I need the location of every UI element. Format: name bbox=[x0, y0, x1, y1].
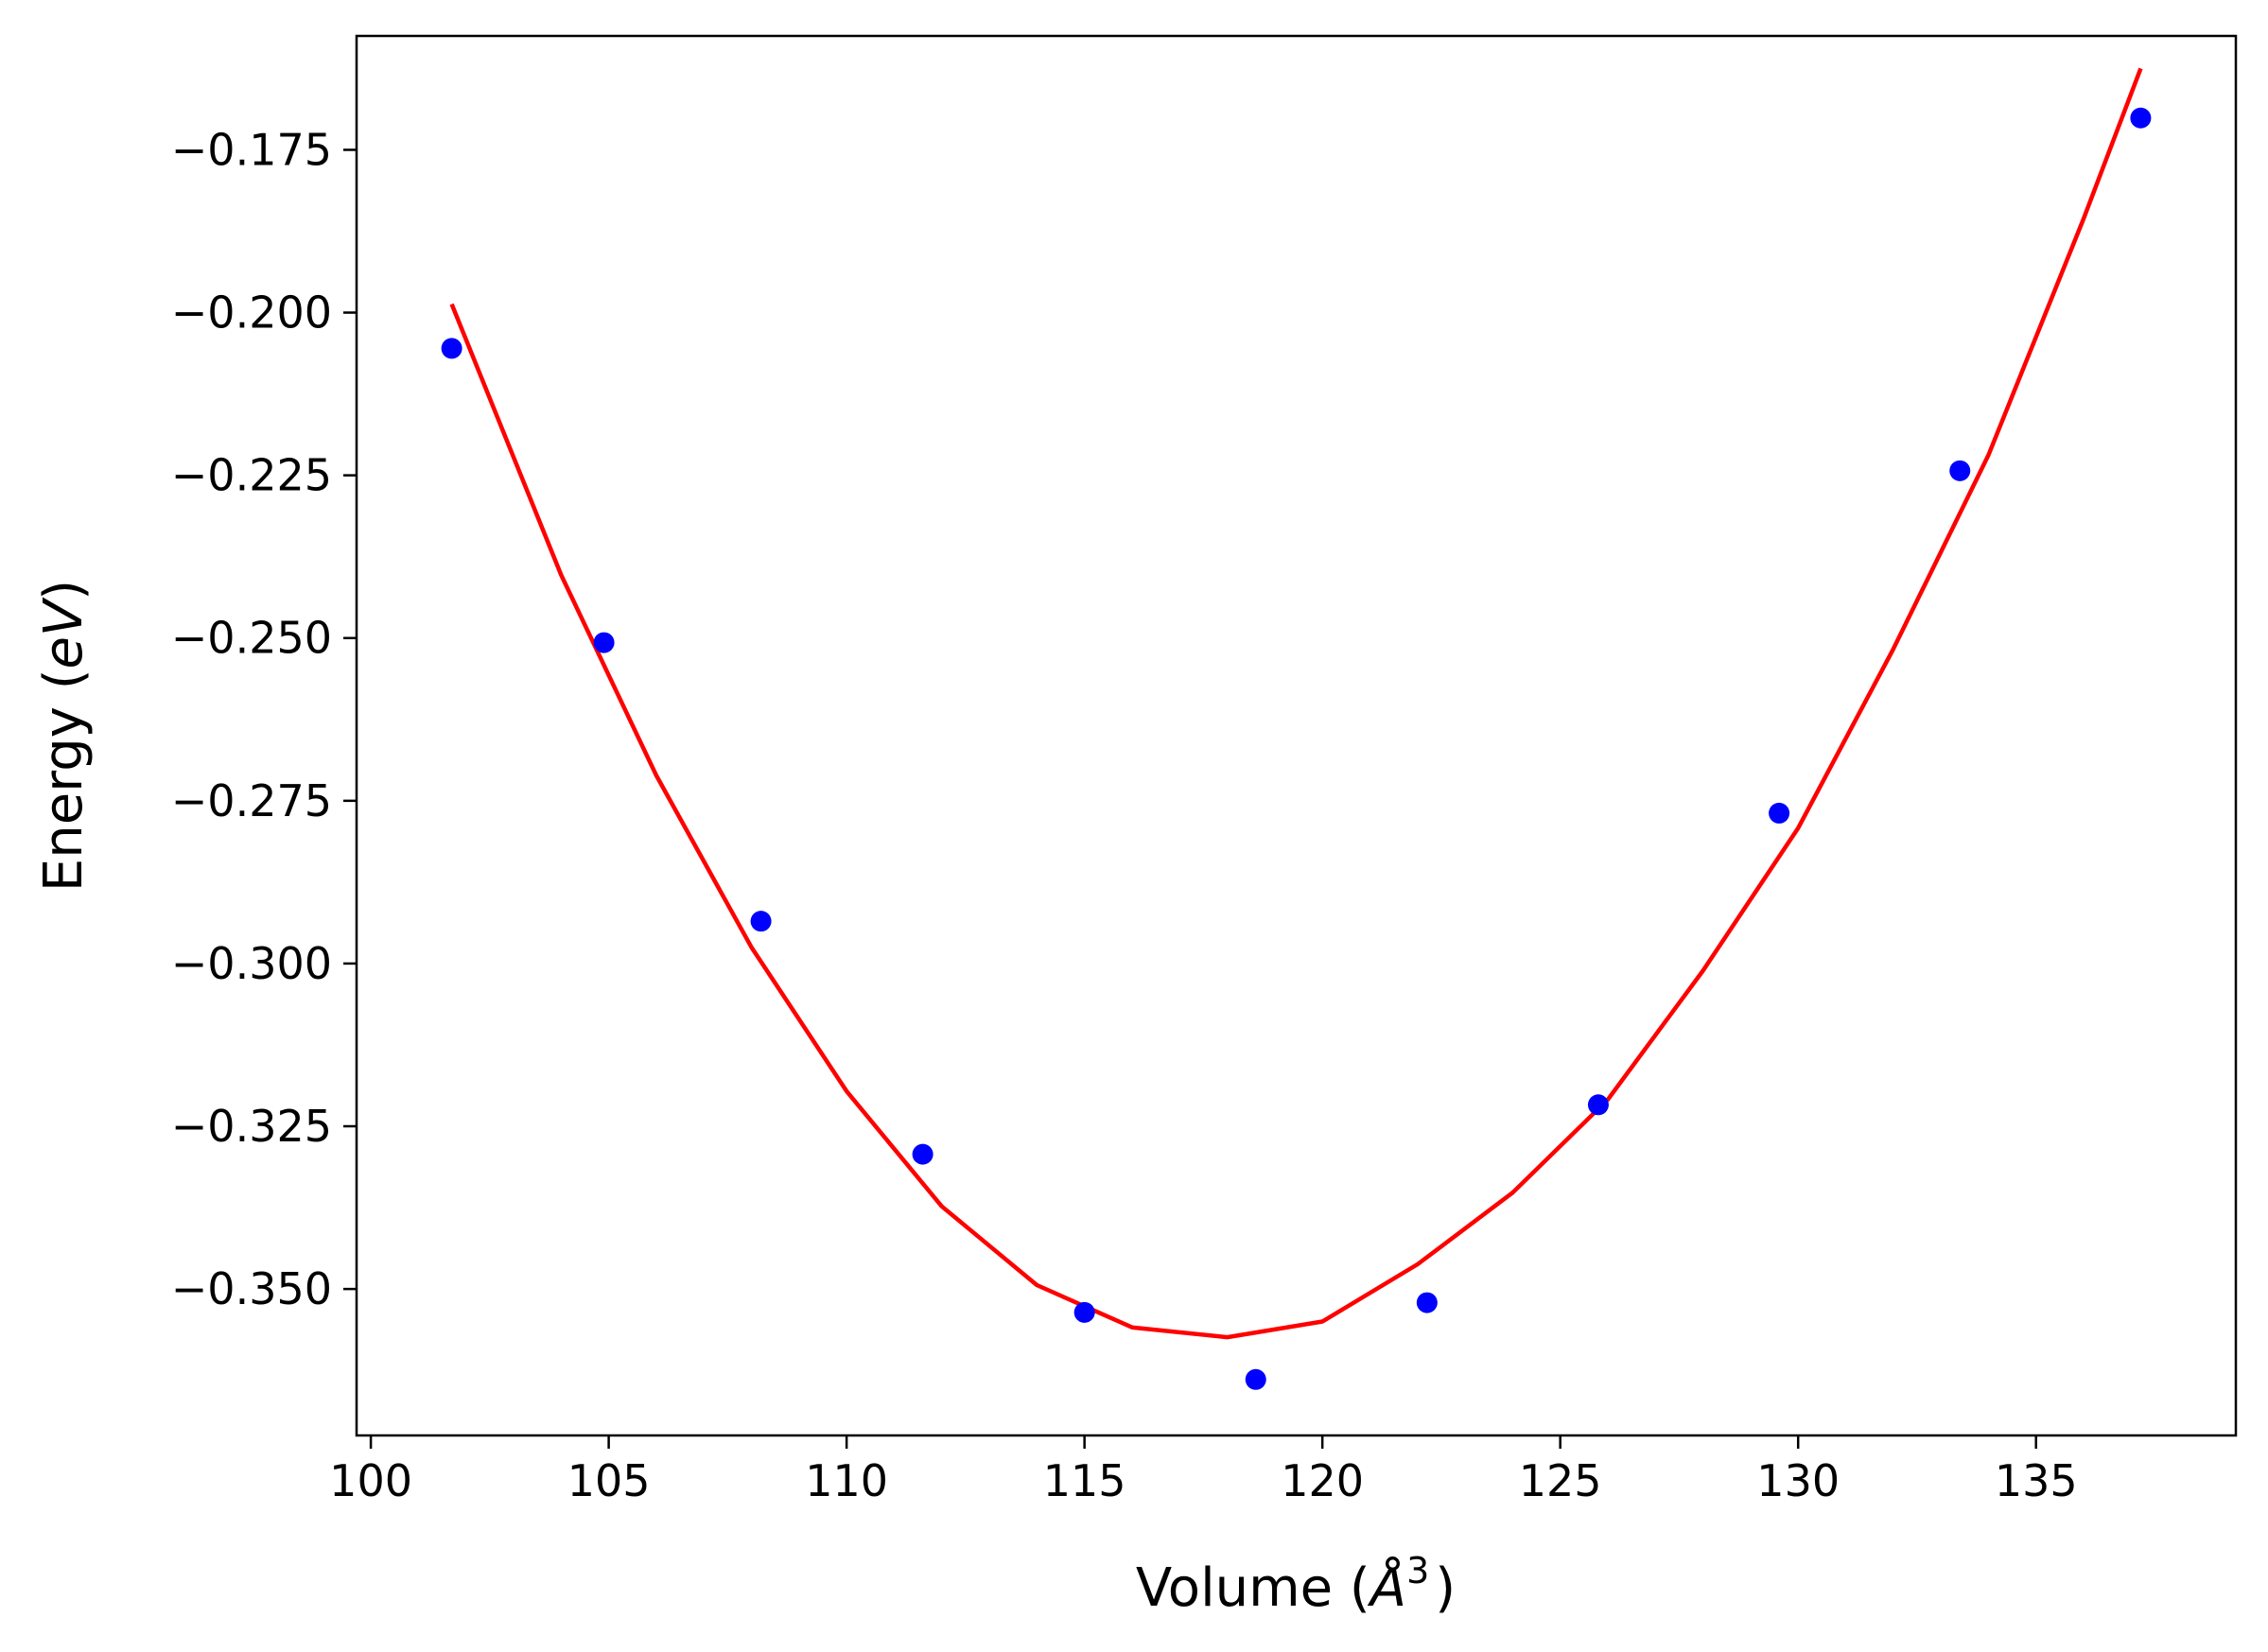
y-tick-label: −0.325 bbox=[171, 1101, 332, 1152]
y-tick-label: −0.250 bbox=[171, 613, 332, 664]
x-axis-label: Volume (Å3) bbox=[1136, 1550, 1456, 1619]
x-tick-label: 115 bbox=[1043, 1455, 1126, 1506]
data-points bbox=[441, 107, 2152, 1390]
x-tick-label: 130 bbox=[1756, 1455, 1840, 1506]
x-axis-label-suffix: ) bbox=[1435, 1557, 1456, 1619]
x-tick-label: 105 bbox=[567, 1455, 651, 1506]
x-axis-label-prefix: Volume ( bbox=[1136, 1557, 1370, 1619]
fit-curve-line bbox=[449, 67, 2143, 1340]
y-tick-label: −0.300 bbox=[171, 938, 332, 989]
data-point bbox=[1245, 1368, 1266, 1390]
x-axis: 100 105 110 115 120 125 130 135 bbox=[329, 1435, 2078, 1506]
y-axis-label-unit: eV bbox=[33, 597, 95, 669]
data-point bbox=[1587, 1094, 1609, 1116]
plot-frame bbox=[355, 34, 2238, 1437]
x-tick-label: 110 bbox=[805, 1455, 888, 1506]
x-axis-label-unit: Å bbox=[1368, 1556, 1406, 1619]
y-tick-label: −0.175 bbox=[171, 124, 332, 175]
data-point bbox=[441, 338, 462, 359]
y-tick-label: −0.275 bbox=[171, 775, 332, 826]
data-point bbox=[1769, 802, 1790, 824]
x-tick-label: 125 bbox=[1519, 1455, 1602, 1506]
x-tick-label: 120 bbox=[1281, 1455, 1364, 1506]
data-point bbox=[593, 632, 615, 653]
y-axis-label-suffix: ) bbox=[33, 580, 95, 600]
data-point bbox=[1073, 1301, 1095, 1323]
x-axis-label-power: 3 bbox=[1406, 1550, 1429, 1591]
y-tick-label: −0.200 bbox=[171, 287, 332, 339]
data-point bbox=[750, 911, 772, 932]
x-tick-label: 135 bbox=[1995, 1455, 2078, 1506]
x-tick-label: 100 bbox=[329, 1455, 412, 1506]
data-point bbox=[2130, 107, 2152, 129]
data-point bbox=[912, 1143, 933, 1165]
y-axis-label-prefix: Energy ( bbox=[33, 669, 95, 892]
y-axis-label: Energy (eV) bbox=[33, 580, 95, 892]
y-axis: −0.175 −0.200 −0.225 −0.250 −0.275 −0.300 −0.3… bbox=[171, 124, 357, 1314]
y-tick-label: −0.350 bbox=[171, 1263, 332, 1314]
y-tick-label: −0.225 bbox=[171, 450, 332, 501]
data-point bbox=[1416, 1292, 1438, 1313]
data-point bbox=[1949, 460, 1971, 481]
